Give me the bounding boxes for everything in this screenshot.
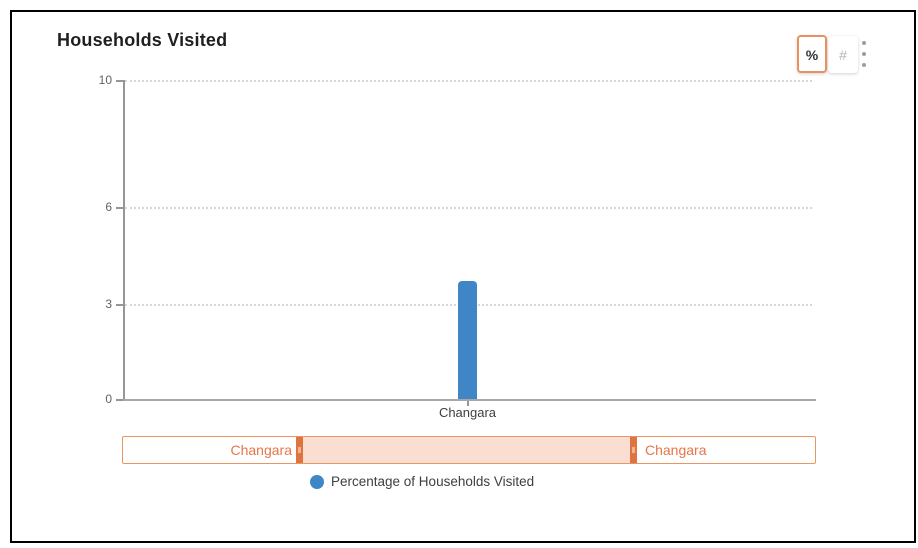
y-axis-label-10: 10 <box>98 73 112 87</box>
x-axis-label-changara: Changara <box>438 405 497 420</box>
count-toggle-button[interactable]: # <box>828 36 858 73</box>
y-axis-label-0: 0 <box>105 392 112 406</box>
y-tick-0 <box>116 399 123 401</box>
y-tick-3 <box>116 304 123 306</box>
bar-changara[interactable] <box>458 281 477 399</box>
page-title: Households Visited <box>57 30 228 50</box>
navigator-right-label: Changara <box>645 442 707 458</box>
gridline-6 <box>125 207 812 209</box>
kebab-dot <box>862 63 866 67</box>
legend-item[interactable]: Percentage of Households Visited <box>310 474 534 489</box>
range-navigator[interactable]: Changara Changara <box>122 436 816 464</box>
gridline-10 <box>125 80 812 82</box>
kebab-menu-icon[interactable] <box>856 41 872 67</box>
navigator-left-label: Changara <box>230 442 293 458</box>
legend-series-dot-icon <box>310 474 324 489</box>
y-tick-6 <box>116 207 123 209</box>
x-tick-changara <box>467 401 469 406</box>
y-axis-label-6: 6 <box>105 200 112 214</box>
y-axis-label-3: 3 <box>105 297 112 311</box>
y-tick-10 <box>116 80 123 82</box>
x-axis-line <box>123 399 816 401</box>
navigator-selected-range[interactable] <box>302 437 631 463</box>
navigator-right-handle[interactable] <box>630 437 637 463</box>
kebab-dot <box>862 41 866 45</box>
legend-series-label: Percentage of Households Visited <box>331 474 535 489</box>
percent-toggle-button[interactable]: % <box>797 35 827 73</box>
y-axis-line <box>123 80 125 399</box>
navigator-left-handle[interactable] <box>296 437 303 463</box>
kebab-dot <box>862 52 866 56</box>
